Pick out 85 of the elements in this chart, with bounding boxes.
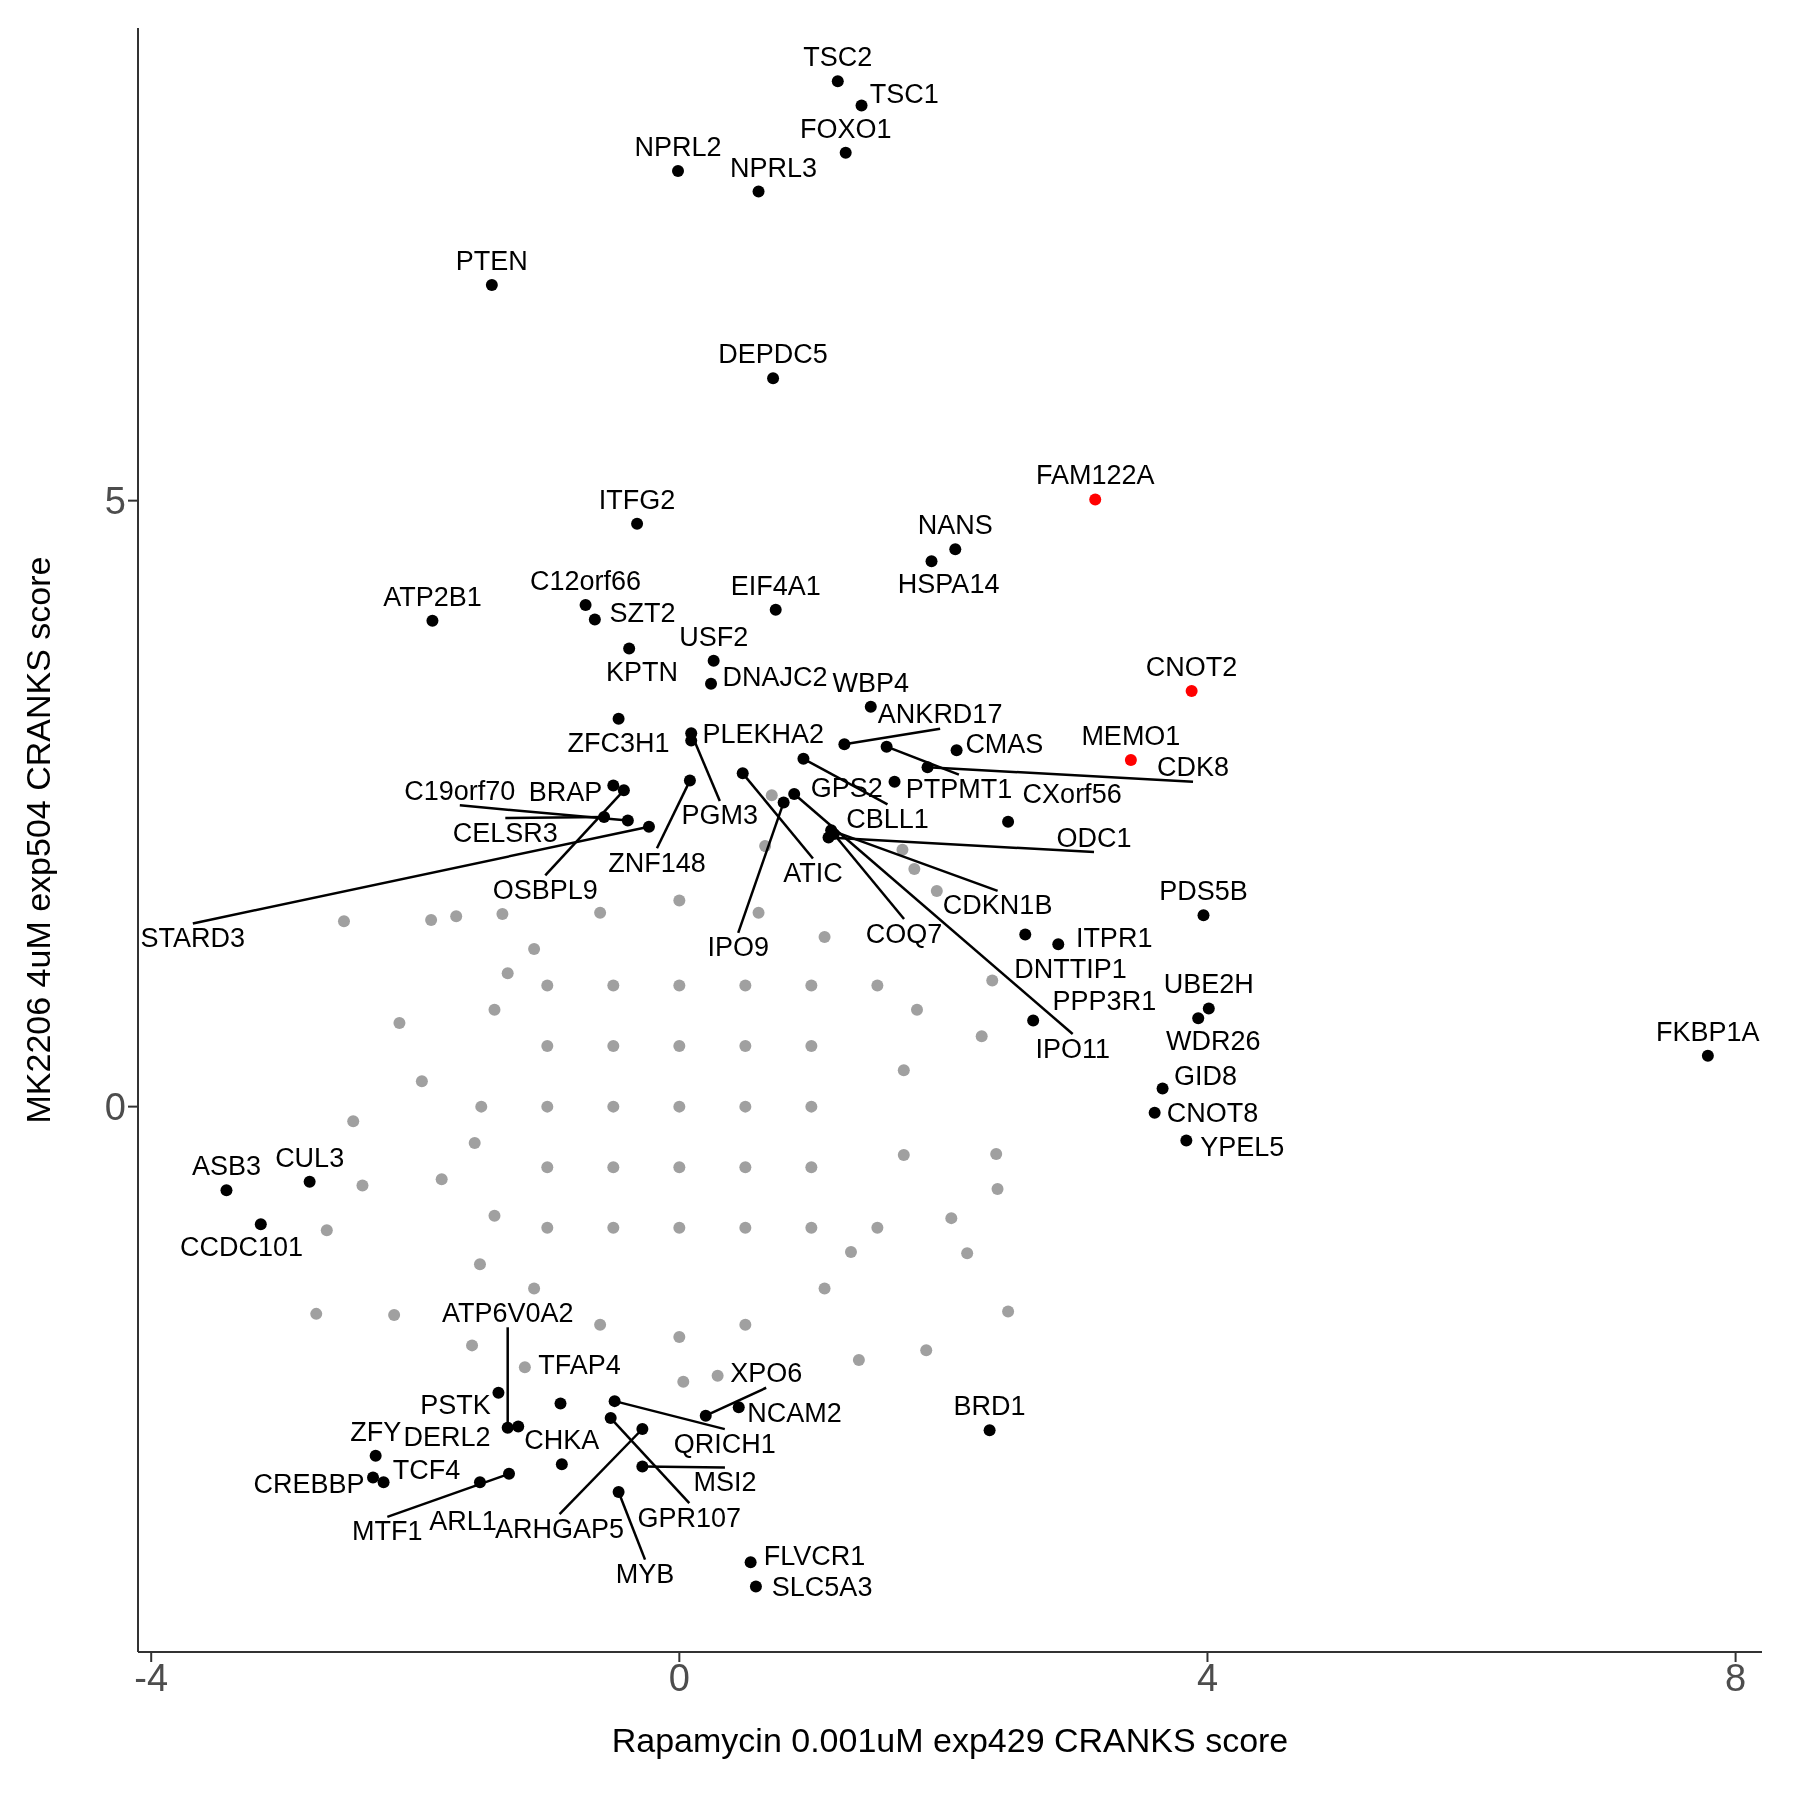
annotation: STARD3 — [140, 922, 246, 953]
annotation: SLC5A3 — [771, 1571, 873, 1602]
annotation: KPTN — [605, 656, 678, 687]
annotation: TFAP4 — [538, 1349, 621, 1380]
annotation: IPO11 — [1035, 1033, 1110, 1064]
annotation: PTEN — [455, 245, 528, 276]
annotation: ATIC — [783, 857, 843, 888]
annotation: CHKA — [524, 1425, 600, 1456]
annotation: FKBP1A — [1656, 1016, 1760, 1047]
annotation: DERL2 — [403, 1421, 491, 1452]
annotation: BRD1 — [953, 1391, 1026, 1422]
annotation: FOXO1 — [799, 113, 892, 144]
annotation: DNTTIP1 — [1014, 954, 1127, 985]
x-tick-label: 0 — [668, 1656, 690, 1699]
annotation: GID8 — [1173, 1061, 1237, 1092]
annotation: FAM122A — [1035, 460, 1155, 491]
annotation: MSI2 — [693, 1467, 757, 1498]
annotation: NPRL3 — [730, 153, 818, 184]
annotation: PTPMT1 — [905, 774, 1013, 805]
annotation: WDR26 — [1165, 1026, 1261, 1057]
annotation: DEPDC5 — [718, 339, 828, 370]
annotation: ATP2B1 — [383, 581, 482, 612]
annotation: GPR107 — [637, 1502, 742, 1533]
annotation: OSBPL9 — [492, 874, 598, 905]
annotation: PLEKHA2 — [702, 719, 825, 750]
y-tick-label: 5 — [104, 480, 126, 523]
annotation: BRAP — [528, 776, 603, 807]
x-tick-label: -4 — [134, 1656, 169, 1699]
annotation: CXorf56 — [1022, 778, 1122, 809]
annotation: ZFY — [350, 1416, 402, 1447]
annotation: PSTK — [420, 1389, 491, 1420]
annotation: ODC1 — [1056, 822, 1132, 853]
annotation: SZT2 — [609, 598, 676, 629]
annotation: CNOT8 — [1166, 1097, 1259, 1128]
point — [1089, 493, 1102, 506]
annotation: NANS — [917, 510, 993, 541]
annotation: FLVCR1 — [763, 1541, 866, 1572]
annotation: CUL3 — [275, 1142, 345, 1173]
x-axis-title: Rapamycin 0.001uM exp429 CRANKS score — [611, 1721, 1289, 1759]
point — [1124, 754, 1137, 767]
annotation: CREBBP — [253, 1468, 365, 1499]
annotation: TCF4 — [392, 1455, 461, 1486]
annotation: HSPA14 — [897, 569, 1000, 600]
annotation: IPO9 — [707, 932, 769, 963]
annotation: C12orf66 — [530, 565, 642, 596]
annotation: ANKRD17 — [877, 699, 1003, 730]
annotation: XPO6 — [730, 1358, 803, 1389]
annotation: USF2 — [679, 621, 749, 652]
annotation: MYB — [615, 1559, 675, 1590]
annotation: WBP4 — [832, 667, 910, 698]
annotation: PPP3R1 — [1052, 985, 1157, 1016]
annotation: ITFG2 — [598, 484, 676, 515]
annotation: EIF4A1 — [730, 570, 821, 601]
annotation: COQ7 — [865, 918, 943, 949]
point — [1185, 684, 1198, 697]
annotation: TSC2 — [803, 42, 873, 73]
annotation: ATP6V0A2 — [441, 1297, 574, 1328]
annotation: CBLL1 — [846, 803, 929, 834]
annotation: MTF1 — [352, 1516, 423, 1547]
annotation: CDK8 — [1157, 752, 1230, 783]
annotation: ZNF148 — [608, 847, 706, 878]
annotation: QRICH1 — [673, 1428, 776, 1459]
annotation: CCDC101 — [179, 1232, 304, 1263]
annotation: C19orf70 — [404, 775, 516, 806]
annotation: CMAS — [965, 729, 1044, 760]
annotation: NCAM2 — [747, 1398, 842, 1429]
annotation: CDKN1B — [942, 890, 1053, 921]
annotation: UBE2H — [1163, 969, 1254, 1000]
x-tick-label: 8 — [1725, 1656, 1747, 1699]
annotation: CELSR3 — [452, 817, 558, 848]
annotation: ITPR1 — [1075, 923, 1153, 954]
annotation: DNAJC2 — [722, 662, 828, 693]
annotation: ARL1 — [429, 1505, 497, 1536]
annotation: ARHGAP5 — [495, 1513, 625, 1544]
annotation: PGM3 — [681, 800, 759, 831]
annotation: CNOT2 — [1145, 651, 1238, 682]
annotation: PDS5B — [1159, 876, 1248, 907]
annotation: YPEL5 — [1200, 1131, 1285, 1162]
annotation: ASB3 — [191, 1151, 261, 1182]
annotation: TSC1 — [869, 78, 939, 109]
annotation: MEMO1 — [1081, 721, 1181, 752]
y-axis-title: MK2206 4uM exp504 CRANKS score — [19, 556, 58, 1124]
annotation: NPRL2 — [634, 132, 722, 163]
x-tick-label: 4 — [1196, 1656, 1219, 1699]
annotation: ZFC3H1 — [567, 727, 670, 758]
